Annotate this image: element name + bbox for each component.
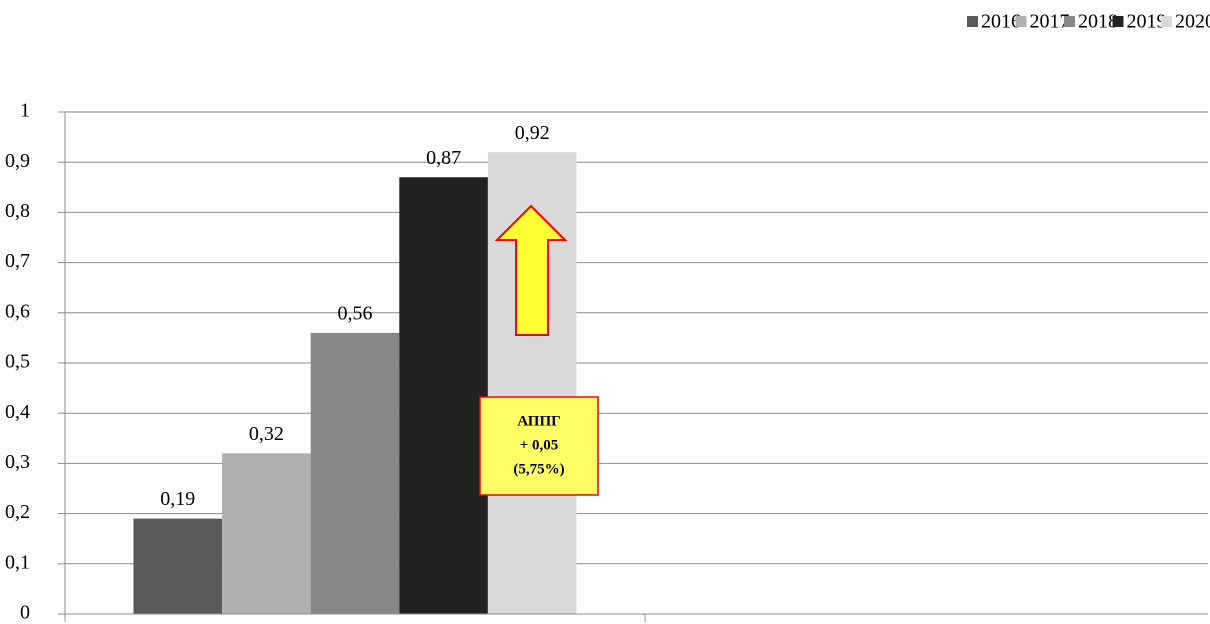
- annotation-box: [479, 396, 599, 496]
- y-tick-label: 0,9: [5, 150, 30, 172]
- bar: [399, 177, 488, 614]
- annotation-text: + 0,05: [520, 437, 559, 453]
- y-tick-label: 0,6: [5, 300, 30, 322]
- legend-label: 2018: [1078, 11, 1118, 33]
- data-label: 0,92: [515, 122, 550, 144]
- legend-label: 2016: [981, 11, 1021, 33]
- legend-swatch: [1112, 16, 1124, 27]
- legend-label: 2019: [1127, 11, 1167, 33]
- legend-swatch: [967, 16, 978, 27]
- y-tick-label: 0,3: [5, 451, 30, 473]
- legend-label: 2017: [1030, 11, 1070, 33]
- y-tick-label: 0: [20, 602, 30, 624]
- legend-swatch: [1161, 16, 1172, 27]
- annotation-text: АППГ: [517, 413, 560, 429]
- data-label: 0,56: [338, 302, 373, 324]
- annotation-text: (5,75%): [513, 461, 564, 477]
- y-tick-label: 0,8: [5, 200, 30, 222]
- data-label: 0,87: [426, 147, 461, 169]
- bar: [133, 518, 223, 614]
- y-tick-label: 0,1: [5, 551, 30, 573]
- legend-swatch: [1064, 16, 1075, 27]
- arrow: [494, 204, 568, 336]
- legend-label: 2020: [1175, 11, 1210, 33]
- bar: [222, 453, 311, 614]
- data-label: 0,19: [160, 488, 195, 510]
- y-tick-label: 0,7: [5, 250, 30, 272]
- y-tick-label: 0,4: [5, 401, 30, 423]
- y-tick-label: 0,5: [5, 351, 30, 373]
- legend-swatch: [1015, 16, 1027, 27]
- y-tick-label: 1: [20, 100, 30, 122]
- y-tick-label: 0,2: [5, 501, 30, 523]
- bar: [310, 332, 400, 614]
- data-label: 0,32: [249, 423, 284, 445]
